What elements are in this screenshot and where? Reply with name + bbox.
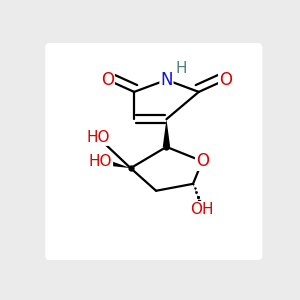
Text: O: O [101, 71, 114, 89]
Text: O: O [219, 71, 232, 89]
Text: HO: HO [89, 154, 112, 169]
FancyBboxPatch shape [45, 43, 262, 260]
Text: N: N [160, 71, 173, 89]
Polygon shape [100, 158, 131, 168]
Text: OH: OH [190, 202, 214, 217]
Polygon shape [163, 119, 170, 147]
Text: HO: HO [87, 130, 110, 145]
Text: H: H [176, 61, 187, 76]
Text: O: O [196, 152, 209, 170]
